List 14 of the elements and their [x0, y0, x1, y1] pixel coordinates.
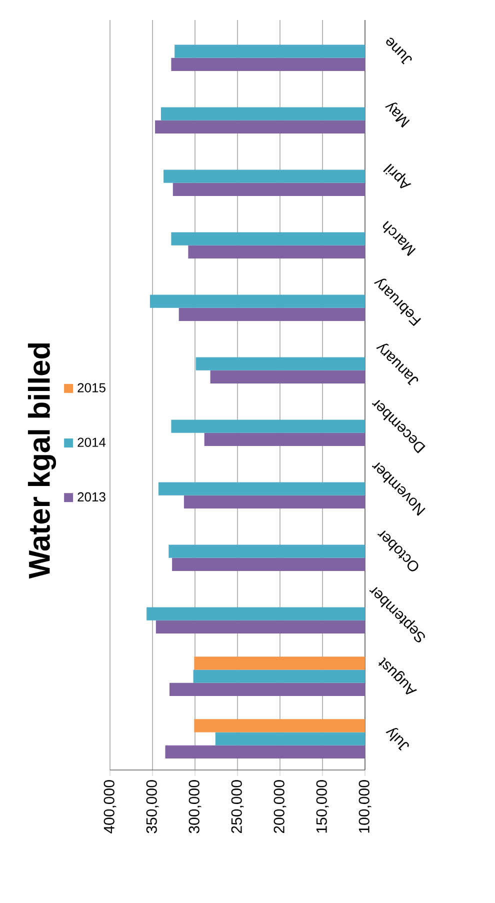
x-tick-label: 400,000: [104, 780, 116, 834]
x-tick-label: 250,000: [231, 780, 244, 834]
x-tick-label: 200,000: [274, 780, 286, 834]
text: Water kgal billed: [28, 343, 56, 579]
legend-label: 2013: [78, 492, 106, 502]
legend-label: 2015: [78, 383, 106, 392]
x-tick-label: 150,000: [316, 780, 329, 833]
y-tick-label: April: [383, 164, 412, 188]
x-tick-label: 350,000: [146, 780, 159, 834]
legend-label: 2014: [78, 438, 106, 447]
y-tick-label: May: [384, 102, 410, 128]
x-tick-label: 300,000: [188, 780, 202, 834]
x-tick-label: 100,000: [358, 780, 372, 833]
y-tick-label: July: [386, 728, 409, 751]
